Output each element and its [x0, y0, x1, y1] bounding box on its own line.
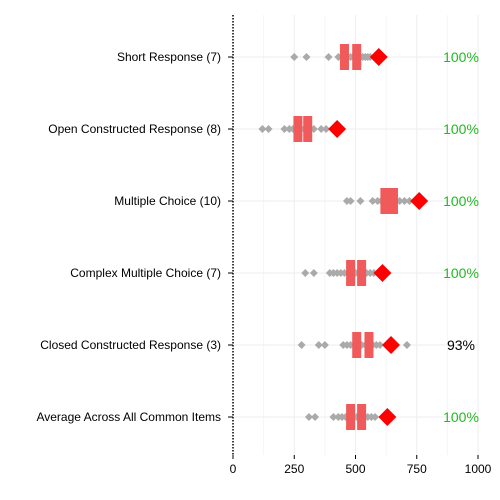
- target-marker: [382, 336, 401, 354]
- range-bar-low: [346, 404, 356, 430]
- data-point: [264, 125, 273, 133]
- range-bar-high: [352, 44, 362, 70]
- data-point: [402, 341, 411, 349]
- data-point: [376, 341, 384, 349]
- percent-label: 100%: [443, 49, 479, 65]
- data-point: [371, 413, 380, 421]
- x-tick-label: 500: [345, 462, 365, 476]
- data-point: [314, 341, 323, 349]
- data-point: [297, 341, 306, 349]
- data-point: [280, 125, 289, 133]
- data-point: [320, 341, 329, 349]
- data-point: [311, 413, 320, 421]
- category-label: Open Constructed Response (8): [48, 122, 221, 136]
- data-point: [301, 269, 310, 277]
- range-bar-high: [357, 404, 367, 430]
- target-marker: [410, 192, 429, 210]
- category-label: Multiple Choice (10): [114, 194, 221, 208]
- percent-label: 100%: [443, 409, 479, 425]
- data-point: [322, 125, 331, 133]
- category-label: Average Across All Common Items: [36, 410, 221, 424]
- percent-label: 93%: [447, 337, 475, 353]
- data-point: [356, 197, 365, 205]
- range-bar-low: [380, 188, 390, 214]
- x-tick-label: 0: [230, 462, 237, 476]
- x-tick-label: 750: [407, 462, 427, 476]
- data-point: [368, 197, 377, 205]
- range-bar-low: [346, 260, 356, 286]
- range-bar-high: [364, 332, 374, 358]
- data-point: [302, 53, 311, 61]
- data-point: [405, 197, 414, 205]
- target-marker: [378, 408, 397, 426]
- data-point: [324, 53, 333, 61]
- target-marker: [328, 120, 347, 138]
- range-bar-low: [293, 116, 303, 142]
- target-marker: [373, 264, 392, 282]
- target-marker: [369, 48, 388, 66]
- percent-label: 100%: [443, 193, 479, 209]
- data-point: [258, 125, 267, 133]
- data-point: [317, 125, 326, 133]
- x-tick-label: 1000: [465, 462, 492, 476]
- range-bar-high: [357, 260, 367, 286]
- x-tick-label: 250: [284, 462, 304, 476]
- data-point: [304, 413, 313, 421]
- range-bar-low: [339, 44, 349, 70]
- percent-label: 100%: [443, 265, 479, 281]
- data-point: [346, 197, 355, 205]
- category-label: Closed Constructed Response (3): [40, 338, 221, 352]
- range-bar-low: [352, 332, 362, 358]
- range-bar-high: [303, 116, 313, 142]
- data-point: [329, 413, 338, 421]
- percent-label: 100%: [443, 121, 479, 137]
- data-point: [400, 197, 409, 205]
- range-bar-high: [388, 188, 398, 214]
- data-point: [290, 53, 299, 61]
- category-label: Complex Multiple Choice (7): [70, 266, 221, 280]
- data-point: [309, 269, 318, 277]
- category-label: Short Response (7): [117, 50, 221, 64]
